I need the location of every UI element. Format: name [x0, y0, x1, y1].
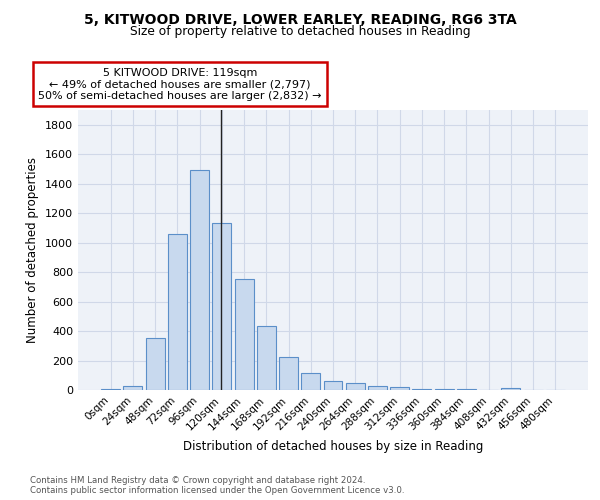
Bar: [412, 388, 431, 390]
Bar: [257, 326, 276, 390]
Bar: [323, 381, 343, 390]
Y-axis label: Number of detached properties: Number of detached properties: [26, 157, 40, 343]
Text: 5, KITWOOD DRIVE, LOWER EARLEY, READING, RG6 3TA: 5, KITWOOD DRIVE, LOWER EARLEY, READING,…: [83, 12, 517, 26]
Bar: [146, 338, 164, 390]
Bar: [101, 388, 120, 390]
Bar: [346, 383, 365, 390]
Bar: [212, 224, 231, 390]
Bar: [168, 234, 187, 390]
Bar: [279, 357, 298, 390]
Bar: [390, 387, 409, 390]
Bar: [502, 388, 520, 390]
Bar: [301, 373, 320, 390]
Bar: [124, 386, 142, 390]
Bar: [190, 170, 209, 390]
Text: Contains HM Land Registry data © Crown copyright and database right 2024.
Contai: Contains HM Land Registry data © Crown c…: [30, 476, 404, 495]
Bar: [368, 386, 387, 390]
X-axis label: Distribution of detached houses by size in Reading: Distribution of detached houses by size …: [183, 440, 483, 453]
Bar: [435, 389, 454, 390]
Text: 5 KITWOOD DRIVE: 119sqm
← 49% of detached houses are smaller (2,797)
50% of semi: 5 KITWOOD DRIVE: 119sqm ← 49% of detache…: [38, 68, 322, 100]
Bar: [235, 280, 254, 390]
Text: Size of property relative to detached houses in Reading: Size of property relative to detached ho…: [130, 25, 470, 38]
